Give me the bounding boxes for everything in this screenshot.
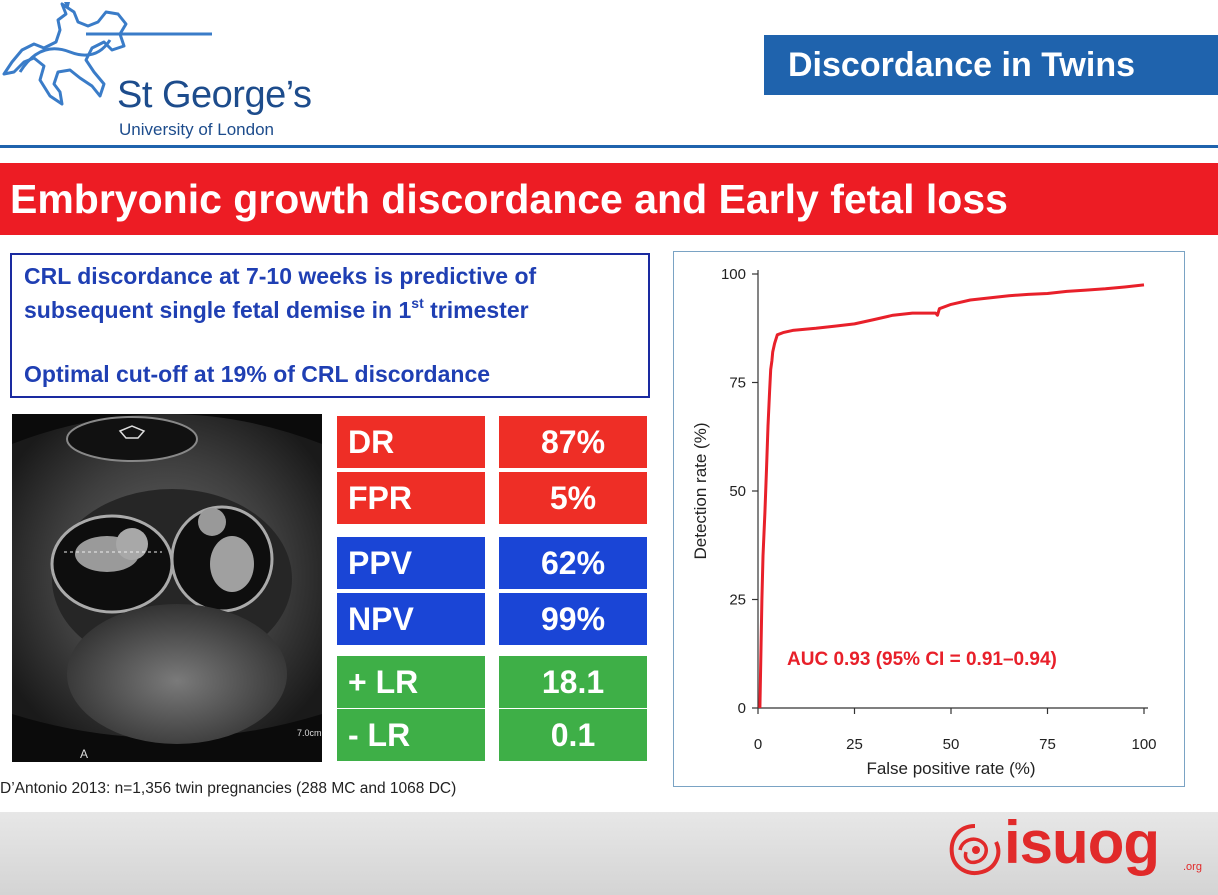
- stat-value-ppv: 62%: [499, 537, 647, 589]
- y-tick-label: 25: [729, 592, 746, 609]
- roc-chart: 0 25 50 75 100 0 25 50 75 100 False positive rate…: [691, 266, 1157, 778]
- stat-label-plus-lr: + LR: [337, 656, 485, 708]
- chart-axes: [757, 270, 1148, 709]
- source-note: D’Antonio 2013: n=1,356 twin pregnancies…: [0, 780, 457, 797]
- y-axis-label: Detection rate (%): [691, 423, 710, 560]
- roc-curve-line: [758, 283, 1145, 709]
- finding-line-2: subsequent single fetal demise in 1st tr…: [24, 295, 529, 324]
- y-tick-label: 75: [729, 375, 746, 392]
- findings-box: CRL discordance at 7-10 weeks is predict…: [10, 253, 650, 398]
- section-title: Discordance in Twins: [764, 35, 1218, 95]
- slide-title: Embryonic growth discordance and Early f…: [0, 163, 1218, 235]
- stat-value-dr: 87%: [499, 416, 647, 468]
- stat-label-minus-lr: - LR: [337, 709, 485, 761]
- stat-label-dr: DR: [337, 416, 485, 468]
- auc-annotation: AUC 0.93 (95% CI = 0.91–0.94): [787, 649, 1057, 670]
- x-tick-label: 100: [1131, 736, 1156, 753]
- x-tick-label: 75: [1039, 736, 1056, 753]
- logo-subtitle: University of London: [119, 120, 274, 139]
- finding-line-2-superscript: st: [411, 295, 424, 311]
- y-tick-label: 0: [738, 700, 746, 717]
- x-axis-label: False positive rate (%): [866, 759, 1035, 778]
- isuog-brand: isuog: [1004, 809, 1160, 876]
- scale-label: 7.0cm: [297, 728, 322, 738]
- stat-value-plus-lr: 18.1: [499, 656, 647, 708]
- isuog-logo-icon: [949, 824, 1001, 875]
- stat-label-npv: NPV: [337, 593, 485, 645]
- header-divider: [0, 145, 1218, 148]
- y-tick-label: 50: [729, 483, 746, 500]
- stat-value-minus-lr: 0.1: [499, 709, 647, 761]
- chart-ticks: 0 25 50 75 100 0 25 50 75 100: [721, 266, 1157, 753]
- probe-marker: A: [80, 747, 88, 761]
- roc-chart-panel: 0 25 50 75 100 0 25 50 75 100 False positive rate…: [673, 251, 1185, 787]
- stat-value-fpr: 5%: [499, 472, 647, 524]
- footer-bar: [0, 812, 1218, 895]
- finding-line-2-end: trimester: [423, 297, 529, 323]
- finding-line-1: CRL discordance at 7-10 weeks is predict…: [24, 263, 537, 289]
- st-georges-knight-logo-icon: [2, 2, 212, 106]
- logo-name: St George’s: [117, 74, 312, 116]
- stat-label-ppv: PPV: [337, 537, 485, 589]
- finding-line-3: Optimal cut-off at 19% of CRL discordanc…: [24, 361, 491, 387]
- x-tick-label: 50: [943, 736, 960, 753]
- stat-label-fpr: FPR: [337, 472, 485, 524]
- x-tick-label: 25: [846, 736, 863, 753]
- y-tick-label: 100: [721, 266, 746, 283]
- stat-value-npv: 99%: [499, 593, 647, 645]
- finding-line-2-start: subsequent single fetal demise in 1: [24, 297, 412, 323]
- x-tick-label: 0: [754, 736, 762, 753]
- isuog-brand-suffix: .org: [1183, 861, 1202, 873]
- ultrasound-image: 7.0cm A: [12, 414, 322, 762]
